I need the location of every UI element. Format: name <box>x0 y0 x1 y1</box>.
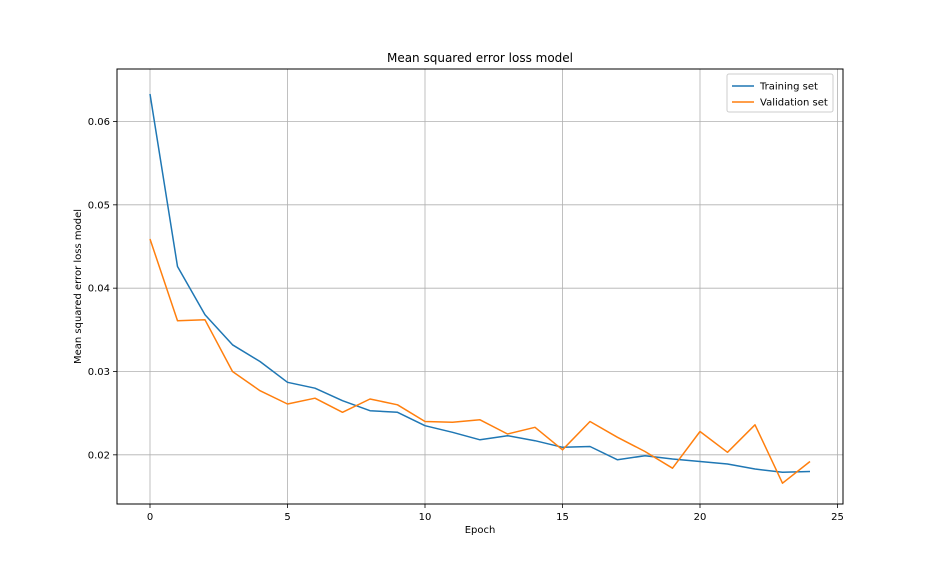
y-tick-label: 0.04 <box>88 284 110 295</box>
x-tick-label: 20 <box>694 512 707 523</box>
y-tick-label: 0.03 <box>88 367 110 378</box>
chart-title: Mean squared error loss model <box>387 51 573 65</box>
legend-label: Training set <box>759 82 818 93</box>
series-line-validation <box>149 238 811 484</box>
x-tick-label: 10 <box>419 512 432 523</box>
y-tick-label: 0.05 <box>88 200 110 211</box>
legend-label: Validation set <box>760 98 828 109</box>
x-tick-label: 0 <box>147 512 153 523</box>
legend: Training set Validation set <box>726 73 834 113</box>
x-tick-label: 25 <box>831 512 844 523</box>
x-axis-label: Epoch <box>465 525 496 536</box>
series-line-training <box>149 93 811 474</box>
x-tick-label: 5 <box>284 512 290 523</box>
plot-area-frame <box>116 68 844 505</box>
y-axis-label: Mean squared error loss model <box>73 209 84 364</box>
x-tick-label: 15 <box>556 512 569 523</box>
axis-ticks: 0 5 10 15 20 25 0.02 0.03 0.04 0.05 0.06 <box>88 117 844 523</box>
grid-lines <box>117 69 843 504</box>
y-tick-label: 0.06 <box>88 117 110 128</box>
plot-series <box>149 93 811 484</box>
y-tick-label: 0.02 <box>88 450 110 461</box>
